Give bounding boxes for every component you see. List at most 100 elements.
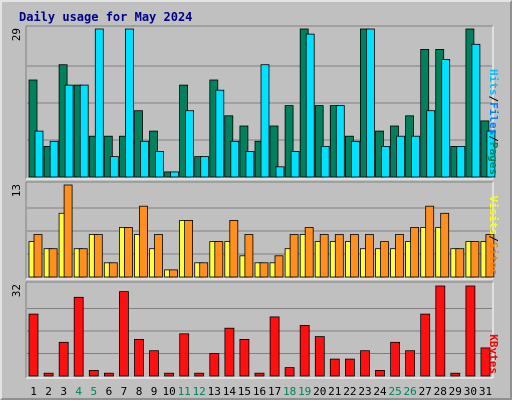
bar-kbytes-day-6 [104,372,114,377]
x-tick-label: 5 [90,385,97,398]
x-tick-label: 22 [343,385,356,398]
bar-kbytes-day-9 [149,350,159,377]
bar-kbytes-day-16 [254,372,265,377]
bar-sites-day-17 [274,255,284,278]
bar-hits-day-5 [94,28,104,178]
bar-sites-day-5 [93,234,103,278]
bar-sites-day-21 [334,234,344,278]
y-max-label: 13 [10,184,23,197]
bar-sites-day-20 [319,234,329,278]
bar-sites-day-22 [349,234,359,278]
bar-sites-day-29 [455,248,465,278]
bar-sites-day-24 [380,241,389,278]
y-max-label: 32 [10,284,23,297]
bar-kbytes-day-10 [164,372,175,377]
x-tick-label: 9 [151,385,158,398]
chart-title: Daily usage for May 2024 [19,10,193,24]
legend-kbytes: KBytes [487,334,500,374]
bar-kbytes-day-20 [314,336,325,377]
x-tick-label: 11 [178,385,191,398]
x-tick-label: 19 [298,385,311,398]
legend: KBytes [487,334,500,374]
bar-sites-day-23 [364,234,374,278]
bar-sites-day-16 [259,262,269,278]
x-tick-label: 21 [328,385,341,398]
x-tick-label: 13 [208,385,221,398]
bar-pages-day-1 [28,79,38,178]
bar-hits-day-14 [230,140,240,178]
x-tick-label: 1 [30,385,37,398]
bar-hits-day-23 [365,28,375,178]
bar-sites-day-3 [63,184,73,278]
x-tick-label: 20 [313,385,326,398]
panel-2: 13 Visits/Sites [10,181,500,280]
bar-hits-day-8 [140,140,149,178]
bar-kbytes-day-13 [209,353,220,377]
legend-files: Files [487,102,500,135]
bar-kbytes-day-23 [360,350,370,377]
x-tick-label: 4 [75,385,82,398]
legend-hits: Hits [487,69,500,96]
bar-sites-day-27 [425,205,435,278]
x-tick-label: 24 [373,385,387,398]
x-tick-label: 23 [358,385,371,398]
bar-sites-day-25 [395,234,404,278]
bar-pages-day-17 [269,125,279,178]
legend-separator: / [487,96,500,103]
x-tick-label: 17 [268,385,281,398]
bar-hits-day-7 [125,28,134,178]
bar-kbytes-day-12 [194,372,205,377]
bar-hits-day-28 [441,59,451,178]
legend-pages: Pages [487,142,500,175]
bar-kbytes-day-21 [329,358,340,377]
bar-sites-day-12 [199,262,209,278]
bar-kbytes-day-18 [284,367,295,377]
bar-hits-day-25 [396,135,405,178]
bar-sites-day-7 [124,227,133,278]
bar-sites-day-14 [229,219,239,278]
bar-kbytes-day-7 [119,291,129,377]
bar-kbytes-day-26 [405,350,416,377]
bar-kbytes-day-14 [224,327,235,377]
bar-kbytes-day-28 [435,285,446,377]
bar-sites-day-4 [78,248,88,278]
x-tick-label: 12 [193,385,206,398]
bar-hits-day-11 [185,110,195,178]
bar-hits-day-29 [456,145,466,178]
legend-visits: Visits [487,196,500,236]
bar-hits-day-12 [200,156,210,178]
bar-hits-day-21 [335,105,345,178]
bar-kbytes-day-15 [239,338,250,377]
bar-sites-day-10 [169,269,179,278]
bar-sites-day-9 [154,234,163,278]
bar-hits-day-24 [381,145,390,178]
bar-hits-day-2 [49,140,59,178]
bar-hits-day-27 [426,110,436,178]
legend-separator: / [487,235,500,242]
bar-sites-day-28 [440,212,450,278]
bar-kbytes-day-30 [465,285,476,377]
bar-hits-day-26 [411,135,421,178]
panel-background [26,282,493,378]
bar-kbytes-day-29 [450,372,461,377]
legend-separator: / [487,135,500,142]
bar-hits-day-10 [170,171,180,178]
bar-kbytes-day-2 [43,372,54,377]
bar-kbytes-day-8 [134,338,144,377]
bar-sites-day-8 [139,205,148,278]
bar-kbytes-day-1 [28,313,39,377]
x-tick-label: 7 [121,385,128,398]
bar-hits-day-4 [79,84,89,178]
x-tick-label: 29 [449,385,462,398]
x-tick-label: 27 [419,385,432,398]
x-tick-label: 15 [238,385,251,398]
bar-kbytes-day-27 [420,313,431,377]
bar-kbytes-day-3 [58,341,69,377]
y-max-label: 29 [10,28,23,41]
bar-sites-day-1 [33,234,43,278]
bar-hits-day-1 [34,130,44,178]
bar-kbytes-day-19 [299,324,310,377]
bar-sites-day-13 [214,241,224,278]
bar-sites-day-30 [470,241,480,278]
bar-kbytes-day-5 [88,369,99,377]
